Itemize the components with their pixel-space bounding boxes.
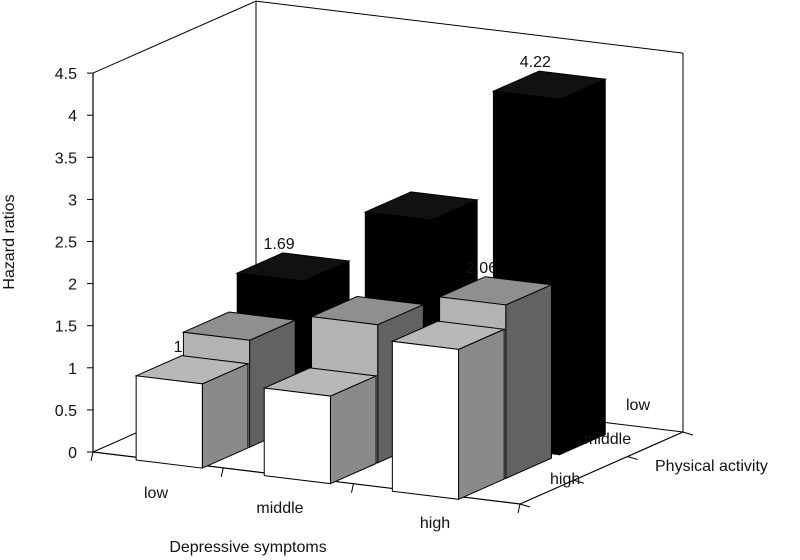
depth-tick-label: high bbox=[550, 471, 580, 488]
bar-side-face bbox=[505, 284, 552, 480]
bar-front-face bbox=[391, 340, 460, 500]
depth-tick-mark bbox=[519, 503, 531, 508]
y-tick-label: 1.5 bbox=[55, 319, 77, 336]
x-tick-label: middle bbox=[256, 500, 303, 517]
depth-axis-title: Physical activity bbox=[655, 458, 768, 475]
depth-tick-mark bbox=[573, 479, 584, 484]
x-tick-mark bbox=[90, 451, 94, 462]
y-tick-label: 0 bbox=[68, 445, 77, 462]
data-label: 2.06 bbox=[466, 260, 497, 277]
y-tick-label: 3 bbox=[68, 192, 77, 209]
y-tick-label: 0.5 bbox=[55, 403, 77, 420]
x-tick-mark bbox=[220, 467, 224, 477]
depth-axis-line bbox=[519, 431, 684, 505]
data-label: 1 bbox=[174, 339, 183, 356]
y-tick-label: 4 bbox=[68, 108, 77, 125]
depth-tick-label: middle bbox=[584, 431, 631, 448]
x-tick-mark bbox=[517, 503, 521, 514]
bars: 1.69 4.22 2.06 1 bbox=[134, 54, 608, 501]
depth-tick-label: low bbox=[626, 397, 650, 414]
x-axis-title: Depressive symptoms bbox=[169, 539, 326, 556]
y-tick-label: 2.5 bbox=[55, 235, 77, 252]
bar-side-face bbox=[559, 78, 606, 456]
bar-front-face bbox=[135, 375, 203, 469]
y-tick-label: 4.5 bbox=[55, 66, 77, 83]
data-label: 4.22 bbox=[520, 54, 551, 71]
data-label: 1.69 bbox=[264, 236, 295, 253]
y-tick-label: 1 bbox=[68, 361, 77, 378]
y-tick-label: 2 bbox=[68, 277, 77, 294]
bar-middle-series-2 bbox=[262, 367, 378, 485]
bar-high-series-2 bbox=[390, 320, 507, 501]
depth-tick-mark bbox=[682, 431, 694, 436]
depth-tick-mark bbox=[627, 456, 638, 460]
axis-labels: 0 0.5 1 1.5 2 2.5 3 3.5 4 4.5 low middle high low midd… bbox=[55, 66, 651, 532]
x-tick-label: high bbox=[420, 515, 450, 532]
left-wall-top-edge bbox=[92, 0, 257, 74]
bar-low-series-2: 1 bbox=[134, 339, 250, 469]
bar-front-face bbox=[263, 387, 331, 485]
back-wall-top-edge bbox=[255, 0, 684, 54]
x-tick-mark bbox=[350, 483, 354, 493]
y-tick-label: 3.5 bbox=[55, 150, 77, 167]
x-tick-label: low bbox=[144, 485, 168, 502]
y-axis-title: Hazard ratios bbox=[1, 194, 18, 289]
bar-side-face bbox=[458, 328, 505, 501]
